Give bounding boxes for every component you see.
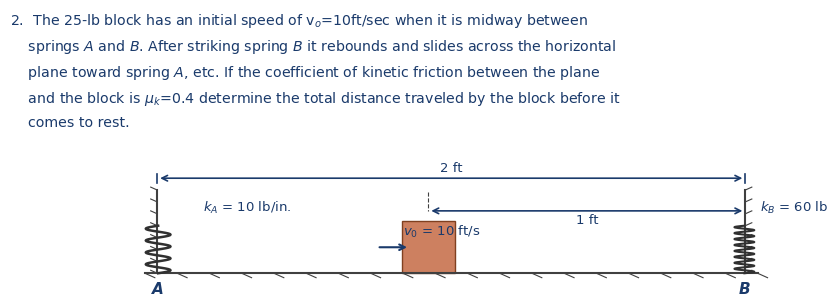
Text: $k_B$ = 60 lb/in.: $k_B$ = 60 lb/in.	[759, 200, 827, 216]
Text: $k_A$ = 10 lb/in.: $k_A$ = 10 lb/in.	[203, 200, 291, 216]
Text: comes to rest.: comes to rest.	[10, 116, 129, 130]
Text: $v_0$ = 10 ft/s: $v_0$ = 10 ft/s	[403, 224, 480, 240]
Text: and the block is $\mu_k$=0.4 determine the total distance traveled by the block : and the block is $\mu_k$=0.4 determine t…	[10, 90, 620, 108]
Text: 1 ft: 1 ft	[575, 214, 597, 227]
Text: springs $A$ and $B$. After striking spring $B$ it rebounds and slides across the: springs $A$ and $B$. After striking spri…	[10, 38, 615, 56]
Bar	[401, 221, 455, 273]
Text: A: A	[152, 282, 164, 297]
Text: 2 ft: 2 ft	[439, 162, 462, 175]
Text: 2.  The 25-lb block has an initial speed of v$_o$=10ft/sec when it is midway bet: 2. The 25-lb block has an initial speed …	[10, 12, 587, 30]
Text: B: B	[738, 282, 749, 297]
Text: plane toward spring $A$, etc. If the coefficient of kinetic friction between the: plane toward spring $A$, etc. If the coe…	[10, 64, 600, 82]
